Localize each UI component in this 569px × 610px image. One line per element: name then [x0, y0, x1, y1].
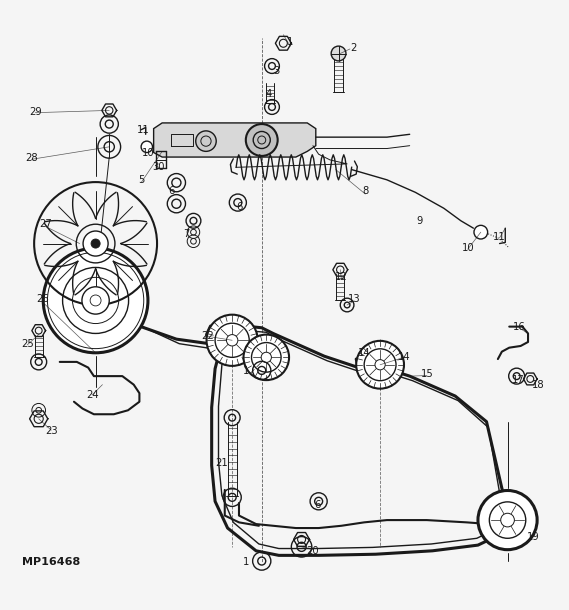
Text: 6: 6	[314, 500, 321, 511]
Text: 12: 12	[335, 271, 348, 282]
Text: 24: 24	[86, 390, 98, 400]
Text: 27: 27	[39, 219, 52, 229]
Text: 8: 8	[362, 186, 368, 196]
Text: 11: 11	[137, 125, 150, 135]
Circle shape	[83, 231, 108, 256]
Text: 14: 14	[398, 353, 410, 362]
Text: 29: 29	[29, 107, 42, 117]
Circle shape	[226, 335, 238, 346]
Circle shape	[246, 124, 278, 156]
Text: 13: 13	[348, 294, 360, 304]
Circle shape	[261, 352, 271, 362]
Text: 1: 1	[287, 37, 294, 47]
Circle shape	[196, 131, 216, 151]
Text: 28: 28	[25, 153, 38, 163]
Circle shape	[91, 239, 100, 248]
Circle shape	[356, 341, 404, 389]
Text: 15: 15	[420, 370, 433, 379]
Text: MP16468: MP16468	[22, 557, 80, 567]
Text: 4: 4	[266, 90, 271, 99]
Text: 19: 19	[527, 532, 540, 542]
Text: 2: 2	[351, 43, 357, 53]
Text: 16: 16	[513, 321, 525, 332]
Circle shape	[331, 46, 346, 61]
Text: 22: 22	[201, 331, 214, 341]
Text: 20: 20	[307, 546, 319, 556]
Text: 6: 6	[168, 186, 175, 196]
Text: 30: 30	[152, 162, 164, 172]
Text: 10: 10	[142, 148, 154, 157]
Text: 9: 9	[417, 216, 423, 226]
Text: 25: 25	[21, 339, 34, 349]
Circle shape	[478, 490, 537, 550]
Circle shape	[207, 315, 258, 366]
Circle shape	[244, 335, 289, 380]
Text: 6: 6	[236, 202, 242, 212]
Text: 18: 18	[531, 379, 544, 390]
Text: 1: 1	[242, 557, 249, 567]
Text: 7: 7	[183, 229, 190, 239]
Text: 10: 10	[461, 243, 474, 253]
Circle shape	[43, 248, 148, 353]
Polygon shape	[154, 123, 316, 157]
Text: 14: 14	[358, 348, 370, 358]
Text: 5: 5	[138, 175, 145, 185]
Text: 23: 23	[45, 426, 57, 436]
Circle shape	[501, 513, 514, 527]
Text: 3: 3	[273, 65, 279, 76]
Text: 17: 17	[512, 375, 524, 385]
Circle shape	[141, 141, 152, 152]
Circle shape	[82, 287, 109, 314]
Circle shape	[474, 225, 488, 239]
Text: 26: 26	[36, 294, 49, 304]
Text: 21: 21	[216, 458, 228, 468]
Circle shape	[375, 360, 385, 370]
Text: 1: 1	[242, 366, 249, 376]
Text: 11: 11	[493, 232, 506, 242]
